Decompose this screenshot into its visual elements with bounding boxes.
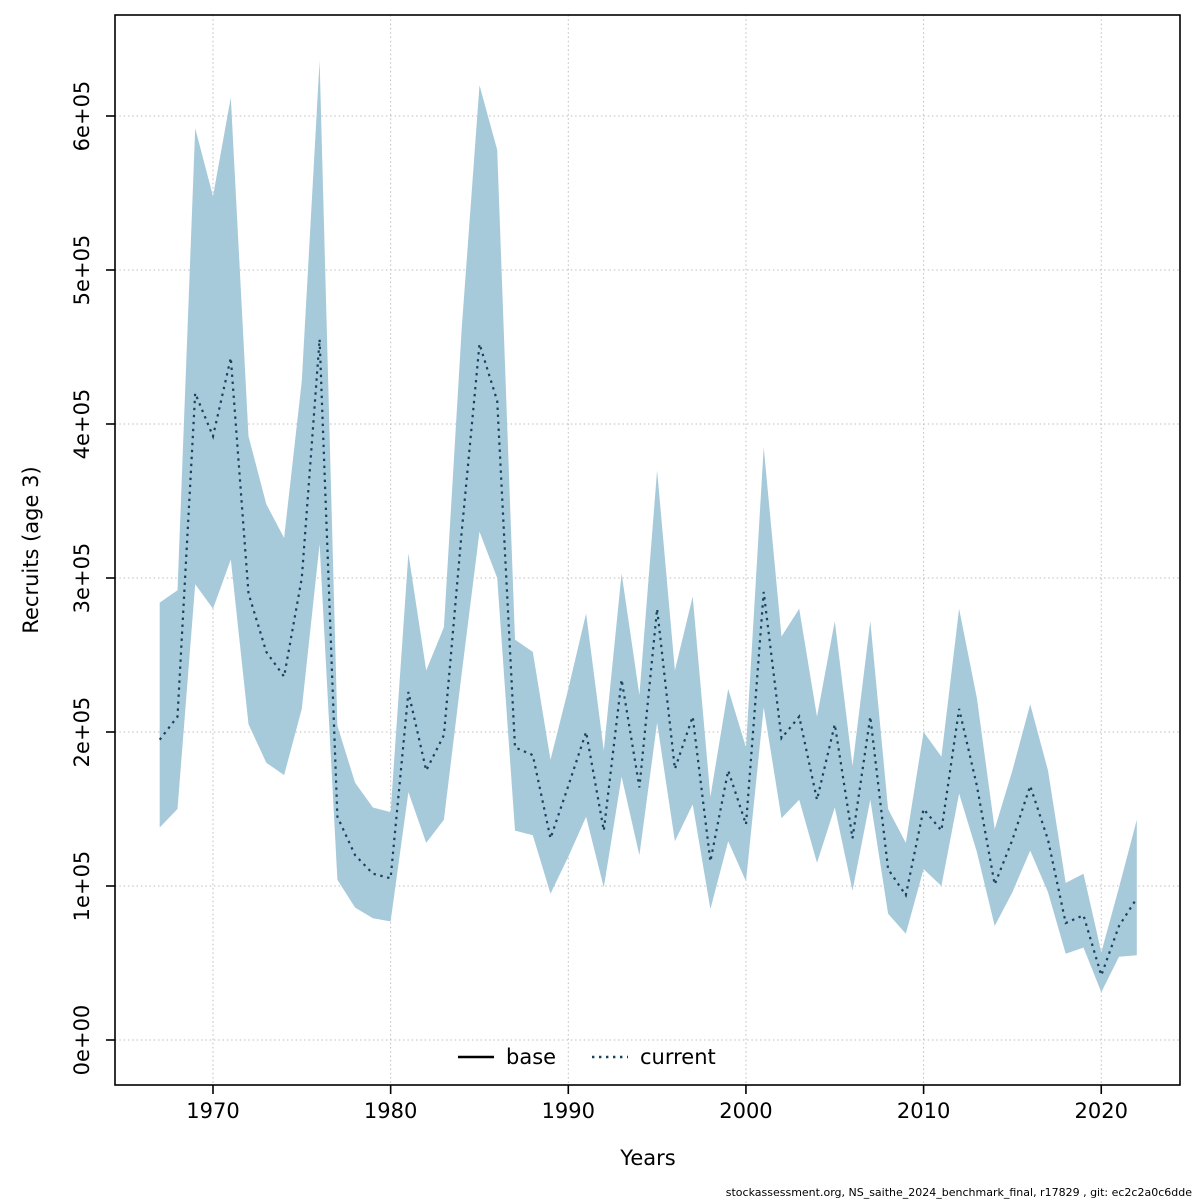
legend: base current xyxy=(458,1045,716,1069)
confidence-band-area xyxy=(159,60,1137,993)
x-tick-label: 2000 xyxy=(719,1099,772,1123)
current-series-line xyxy=(158,339,1138,979)
x-tick-label: 1970 xyxy=(186,1099,239,1123)
legend-current-label: current xyxy=(640,1045,716,1069)
x-tick-label: 1990 xyxy=(542,1099,595,1123)
legend-base-label: base xyxy=(506,1045,556,1069)
x-axis-title: Years xyxy=(619,1146,675,1170)
axis-ticks-and-labels: 1970 1980 1990 2000 2010 2020 0e+00 1e+05 2e+05 3… xyxy=(70,81,1128,1123)
y-tick-label: 3e+05 xyxy=(70,543,94,614)
y-tick-label: 4e+05 xyxy=(70,389,94,460)
y-tick-label: 6e+05 xyxy=(70,81,94,152)
y-tick-label: 0e+00 xyxy=(70,1005,94,1076)
x-tick-label: 1980 xyxy=(364,1099,417,1123)
y-tick-label: 1e+05 xyxy=(70,851,94,922)
current-line xyxy=(158,339,1138,979)
y-tick-label: 2e+05 xyxy=(70,697,94,768)
y-tick-label: 5e+05 xyxy=(70,235,94,306)
x-tick-label: 2010 xyxy=(897,1099,950,1123)
footer-caption: stockassessment.org, NS_saithe_2024_benc… xyxy=(726,1186,1192,1199)
confidence-band xyxy=(159,60,1137,993)
x-tick-label: 2020 xyxy=(1075,1099,1128,1123)
plot-border xyxy=(114,14,1181,1086)
y-axis-title: Recruits (age 3) xyxy=(19,466,43,633)
